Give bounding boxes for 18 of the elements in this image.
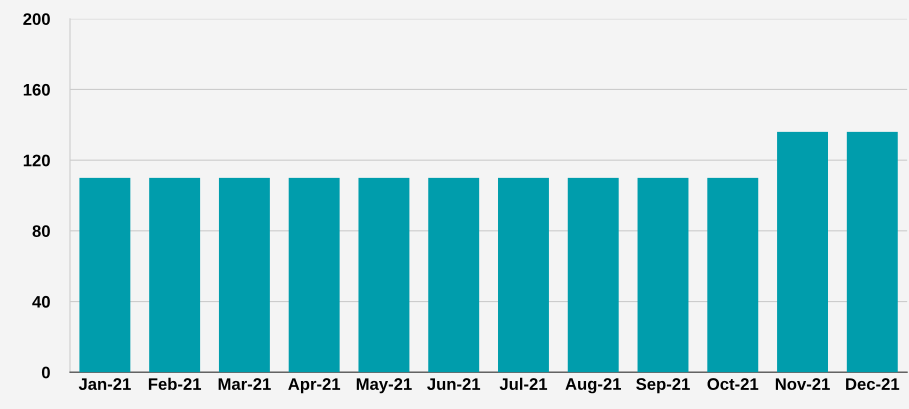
x-tick-label: Sep-21 bbox=[636, 378, 690, 394]
y-tick-label: 0 bbox=[42, 366, 50, 378]
x-tick-label: Nov-21 bbox=[776, 378, 830, 390]
y-tick-label: 80 bbox=[32, 225, 50, 238]
x-tick-label: Dec-21 bbox=[846, 378, 900, 390]
y-tick-label: 200 bbox=[23, 13, 50, 26]
x-tick-label: Aug-21 bbox=[565, 378, 622, 394]
y-tick-label: 40 bbox=[32, 296, 50, 308]
y-tick-label: 120 bbox=[24, 154, 50, 166]
x-tick-label: Oct-21 bbox=[708, 378, 758, 390]
x-tick-label: Apr-21 bbox=[288, 378, 340, 394]
x-tick-label: Jul-21 bbox=[500, 378, 548, 390]
y-tick-label: 160 bbox=[24, 84, 50, 96]
x-tick-label: May-21 bbox=[356, 378, 412, 394]
x-tick-label: Mar-21 bbox=[218, 378, 271, 390]
x-tick-label: Feb-21 bbox=[148, 378, 202, 390]
x-tick-label: Jun-21 bbox=[427, 378, 480, 390]
x-tick-label: Jan-21 bbox=[78, 378, 131, 390]
